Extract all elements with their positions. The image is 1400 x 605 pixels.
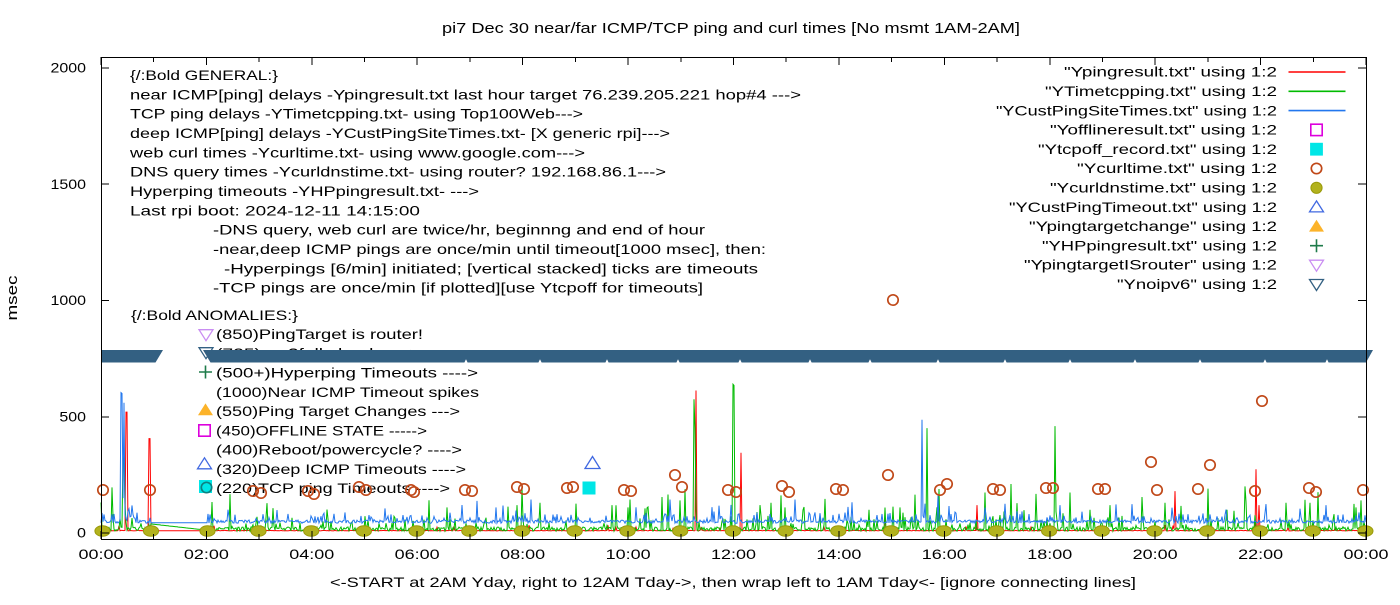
svg-text:16:00: 16:00 bbox=[922, 546, 967, 562]
svg-text:{/:Bold ANOMALIES:}: {/:Bold ANOMALIES:} bbox=[131, 307, 298, 323]
svg-text:TCP ping delays -YTimetcpping.: TCP ping delays -YTimetcpping.txt- using… bbox=[130, 106, 583, 122]
svg-text:"YpingtargetISrouter" using 1:: "YpingtargetISrouter" using 1:2 bbox=[1024, 257, 1277, 273]
svg-text:"Ypingtargetchange" using 1:2: "Ypingtargetchange" using 1:2 bbox=[1029, 218, 1277, 234]
svg-text:msec: msec bbox=[4, 275, 21, 321]
svg-text:"Yofflineresult.txt" using 1:2: "Yofflineresult.txt" using 1:2 bbox=[1050, 122, 1277, 138]
svg-text:pi7 Dec 30 near/far ICMP/TCP: pi7 Dec 30 near/far ICMP/TCP ping and cu… bbox=[442, 21, 1020, 37]
svg-text:"Ycurltime.txt" using 1:2: "Ycurltime.txt" using 1:2 bbox=[1077, 160, 1277, 176]
svg-text:Hyperping timeouts -YHPpingres: Hyperping timeouts -YHPpingresult.txt- -… bbox=[130, 183, 479, 199]
svg-text:14:00: 14:00 bbox=[816, 546, 861, 562]
svg-text:0: 0 bbox=[77, 525, 86, 541]
svg-text:-Hyperpings [6/min] initiated;: -Hyperpings [6/min] initiated; [vertical… bbox=[224, 260, 758, 276]
svg-text:(400)Reboot/powercycle? ---->: (400)Reboot/powercycle? ----> bbox=[216, 442, 462, 458]
svg-text:06:00: 06:00 bbox=[395, 546, 440, 562]
svg-text:10:00: 10:00 bbox=[606, 546, 651, 562]
svg-text:(550)Ping Target Changes --->: (550)Ping Target Changes ---> bbox=[216, 403, 460, 419]
svg-text:DNS query times -Ycurldnstime.: DNS query times -Ycurldnstime.txt- using… bbox=[130, 164, 666, 180]
svg-text:(220)TCP ping Timeouts ---->: (220)TCP ping Timeouts ----> bbox=[216, 480, 450, 496]
svg-text:20:00: 20:00 bbox=[1133, 546, 1178, 562]
svg-text:04:00: 04:00 bbox=[289, 546, 334, 562]
svg-text:00:00: 00:00 bbox=[79, 546, 124, 562]
svg-text:(450)OFFLINE STATE ----->: (450)OFFLINE STATE -----> bbox=[216, 422, 427, 438]
svg-text:2000: 2000 bbox=[51, 60, 87, 76]
svg-text:18:00: 18:00 bbox=[1027, 546, 1072, 562]
svg-text:"YHPpingresult.txt" using 1:2: "YHPpingresult.txt" using 1:2 bbox=[1042, 237, 1277, 253]
svg-text:12:00: 12:00 bbox=[711, 546, 756, 562]
svg-text:"YCustPingTimeout.txt" using 1: "YCustPingTimeout.txt" using 1:2 bbox=[1009, 199, 1277, 215]
svg-text:22:00: 22:00 bbox=[1238, 546, 1283, 562]
svg-text:00:00: 00:00 bbox=[1344, 546, 1389, 562]
svg-text:08:00: 08:00 bbox=[500, 546, 545, 562]
svg-text:(500+)Hyperping Timeouts ---->: (500+)Hyperping Timeouts ----> bbox=[216, 365, 478, 381]
svg-text:deep ICMP[ping] delays -YCustP: deep ICMP[ping] delays -YCustPingSiteTim… bbox=[130, 125, 670, 141]
svg-text:"YTimetcpping.txt" using 1:2: "YTimetcpping.txt" using 1:2 bbox=[1045, 83, 1277, 99]
svg-text:02:00: 02:00 bbox=[184, 546, 229, 562]
svg-text:(1000)Near ICMP Timeout spikes: (1000)Near ICMP Timeout spikes bbox=[216, 384, 479, 400]
svg-text:"Ynoipv6" using 1:2: "Ynoipv6" using 1:2 bbox=[1117, 276, 1277, 292]
svg-text:near ICMP[ping] delays -Ypingr: near ICMP[ping] delays -Ypingresult.txt … bbox=[130, 86, 801, 102]
svg-text:"Ypingresult.txt" using 1:2: "Ypingresult.txt" using 1:2 bbox=[1064, 64, 1277, 80]
svg-text:Last rpi boot: 2024-12-11 14:1: Last rpi boot: 2024-12-11 14:15:00 bbox=[130, 202, 420, 218]
svg-text:1000: 1000 bbox=[51, 292, 87, 308]
svg-text:{/:Bold GENERAL:}: {/:Bold GENERAL:} bbox=[130, 67, 278, 83]
svg-text:-TCP pings are once/min [if pl: -TCP pings are once/min [if plotted][use… bbox=[213, 280, 703, 296]
svg-text:"Ycurldnstime.txt" using 1:2: "Ycurldnstime.txt" using 1:2 bbox=[1050, 180, 1277, 196]
svg-text:(850)PingTarget is router!: (850)PingTarget is router! bbox=[216, 326, 423, 342]
svg-text:<-START at 2AM Yday, right to: <-START at 2AM Yday, right to 12AM Tday-… bbox=[330, 574, 1136, 590]
svg-text:"Ytcpoff_record.txt" using 1:2: "Ytcpoff_record.txt" using 1:2 bbox=[1038, 141, 1277, 157]
svg-text:500: 500 bbox=[59, 408, 86, 424]
svg-text:-DNS query, web curl are twice: -DNS query, web curl are twice/hr, begin… bbox=[213, 222, 705, 238]
svg-text:1500: 1500 bbox=[51, 176, 87, 192]
svg-text:-near,deep ICMP pings are once: -near,deep ICMP pings are once/min until… bbox=[213, 241, 766, 257]
svg-text:"YCustPingSiteTimes.txt" using: "YCustPingSiteTimes.txt" using 1:2 bbox=[996, 102, 1277, 118]
svg-text:web curl times -Ycurltime.txt-: web curl times -Ycurltime.txt- using www… bbox=[129, 144, 585, 160]
svg-text:(320)Deep ICMP Timeouts ---->: (320)Deep ICMP Timeouts ----> bbox=[216, 461, 466, 477]
